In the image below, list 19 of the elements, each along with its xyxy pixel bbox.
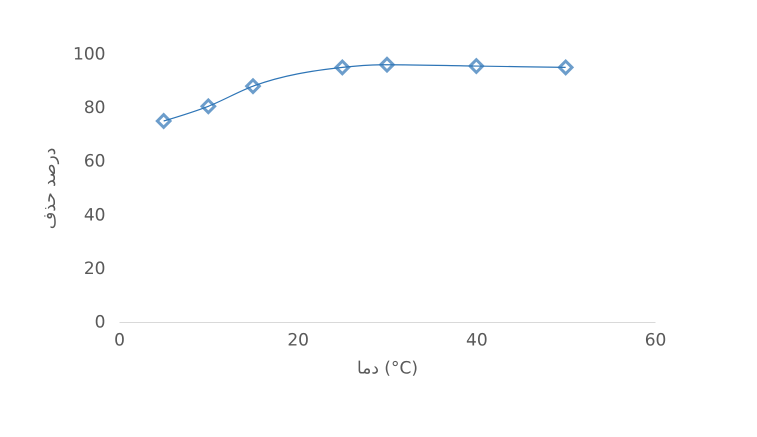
point (334, 60, 350, 76)
point (156, 113, 172, 129)
y-tick-label: 60 (84, 152, 106, 172)
y-tick-label: 80 (84, 98, 106, 118)
y-tick-label: 40 (84, 205, 106, 226)
x-tick-label: 60 (644, 330, 666, 350)
x-tick-label: 20 (287, 330, 309, 350)
point (468, 58, 484, 74)
point (379, 56, 395, 73)
x-axis-title: دما (°C) (357, 358, 418, 378)
point (245, 78, 261, 94)
y-tick-label: 0 (94, 312, 106, 332)
point (558, 60, 574, 76)
x-tick-label: 0 (114, 330, 125, 350)
y-tick-label: 100 (73, 44, 106, 64)
y-axis-title: درصد حذف (40, 148, 60, 230)
point (200, 98, 216, 114)
x-tick-label: 40 (466, 330, 488, 350)
y-tick-label: 20 (84, 258, 106, 279)
